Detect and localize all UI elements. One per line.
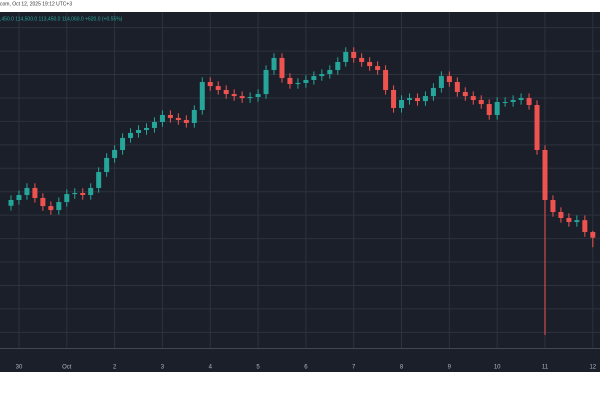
candle-body	[16, 195, 22, 201]
x-tick-label: 9	[448, 365, 452, 371]
candle-body	[550, 200, 556, 213]
candle-body	[207, 82, 213, 87]
candle-body	[175, 117, 181, 120]
candle-body	[128, 132, 134, 138]
candle-body	[383, 69, 389, 90]
x-tick-label: 12	[589, 365, 596, 371]
candle-body	[391, 89, 397, 108]
candle-body	[40, 197, 46, 207]
candle-body	[319, 74, 325, 77]
candle-body	[510, 99, 516, 103]
candle-body	[375, 66, 381, 70]
chart-title: com, Oct 12, 2025 19:12 UTC+3	[0, 1, 72, 7]
candle-body	[311, 76, 317, 80]
candle-body	[96, 172, 102, 188]
candle-body	[80, 192, 86, 196]
candle-body	[526, 98, 532, 105]
candle-body	[470, 96, 476, 100]
candle-body	[295, 82, 301, 85]
x-tick-label: 3	[161, 365, 165, 371]
candle-body	[64, 194, 70, 203]
candle-body	[558, 212, 564, 218]
x-tick-label: 2	[113, 365, 117, 371]
candle-body	[462, 92, 468, 97]
candle-body	[32, 187, 38, 198]
x-tick-label: Oct	[62, 365, 72, 371]
x-tick-label: 7	[352, 365, 356, 371]
candle-body	[407, 98, 412, 100]
candle-body	[414, 98, 420, 102]
candle-body	[72, 192, 78, 195]
candle-body	[247, 97, 253, 99]
candle-body	[422, 96, 428, 102]
candle-body	[478, 99, 484, 105]
candle-body	[430, 87, 436, 97]
candle-body	[351, 52, 357, 58]
candle-body	[303, 79, 309, 83]
candle-body	[24, 187, 30, 196]
x-tick-label: 30	[16, 365, 23, 371]
candle-body	[143, 127, 149, 130]
candle-body	[199, 82, 205, 110]
candle-body	[566, 217, 572, 223]
candle-body	[159, 114, 165, 123]
candle-body	[454, 82, 460, 93]
candle-body	[582, 220, 588, 233]
ohlc-summary: ,450.0 114,500.0 113,450.0 114,060.0 +62…	[0, 16, 123, 22]
candle-body	[502, 102, 508, 104]
x-tick-label: 8	[400, 365, 404, 371]
candle-body	[494, 102, 500, 115]
candle-body	[112, 149, 118, 158]
candle-body	[359, 57, 365, 63]
candle-body	[279, 57, 285, 78]
candle-body	[343, 52, 349, 63]
x-tick-label: 10	[494, 365, 501, 371]
candle-body	[518, 98, 524, 100]
candle-body	[120, 137, 126, 150]
candle-body	[446, 76, 452, 83]
candle-body	[223, 89, 229, 95]
candle-body	[183, 119, 189, 123]
candle-body	[88, 187, 94, 196]
candle-body	[239, 96, 245, 99]
candle-body	[191, 109, 197, 123]
candle-body	[104, 157, 110, 173]
candle-body	[367, 62, 373, 67]
candle-body	[271, 57, 277, 70]
candle-body	[590, 232, 596, 238]
candle-body	[255, 94, 261, 98]
x-tick-label: 4	[209, 365, 213, 371]
candle-body	[151, 122, 157, 128]
candle-body	[438, 76, 444, 88]
candle-body	[215, 86, 221, 90]
candle-body	[327, 69, 333, 75]
candle-body	[167, 114, 173, 118]
x-tick-label: 6	[304, 365, 308, 371]
candle-body	[399, 99, 405, 108]
candle-body	[8, 200, 14, 206]
candle-body	[287, 77, 293, 85]
candle-body	[534, 104, 540, 150]
candle-body	[136, 129, 142, 133]
candle-body	[574, 220, 580, 223]
candle-body	[486, 104, 492, 115]
candle-body	[231, 94, 237, 97]
candle-body	[48, 206, 54, 211]
x-tick-label: 11	[542, 365, 549, 371]
x-tick-label: 5	[256, 365, 260, 371]
candle-body	[335, 62, 341, 70]
candle-body	[542, 149, 548, 201]
candle-body	[263, 69, 269, 95]
candle-body	[56, 202, 62, 211]
